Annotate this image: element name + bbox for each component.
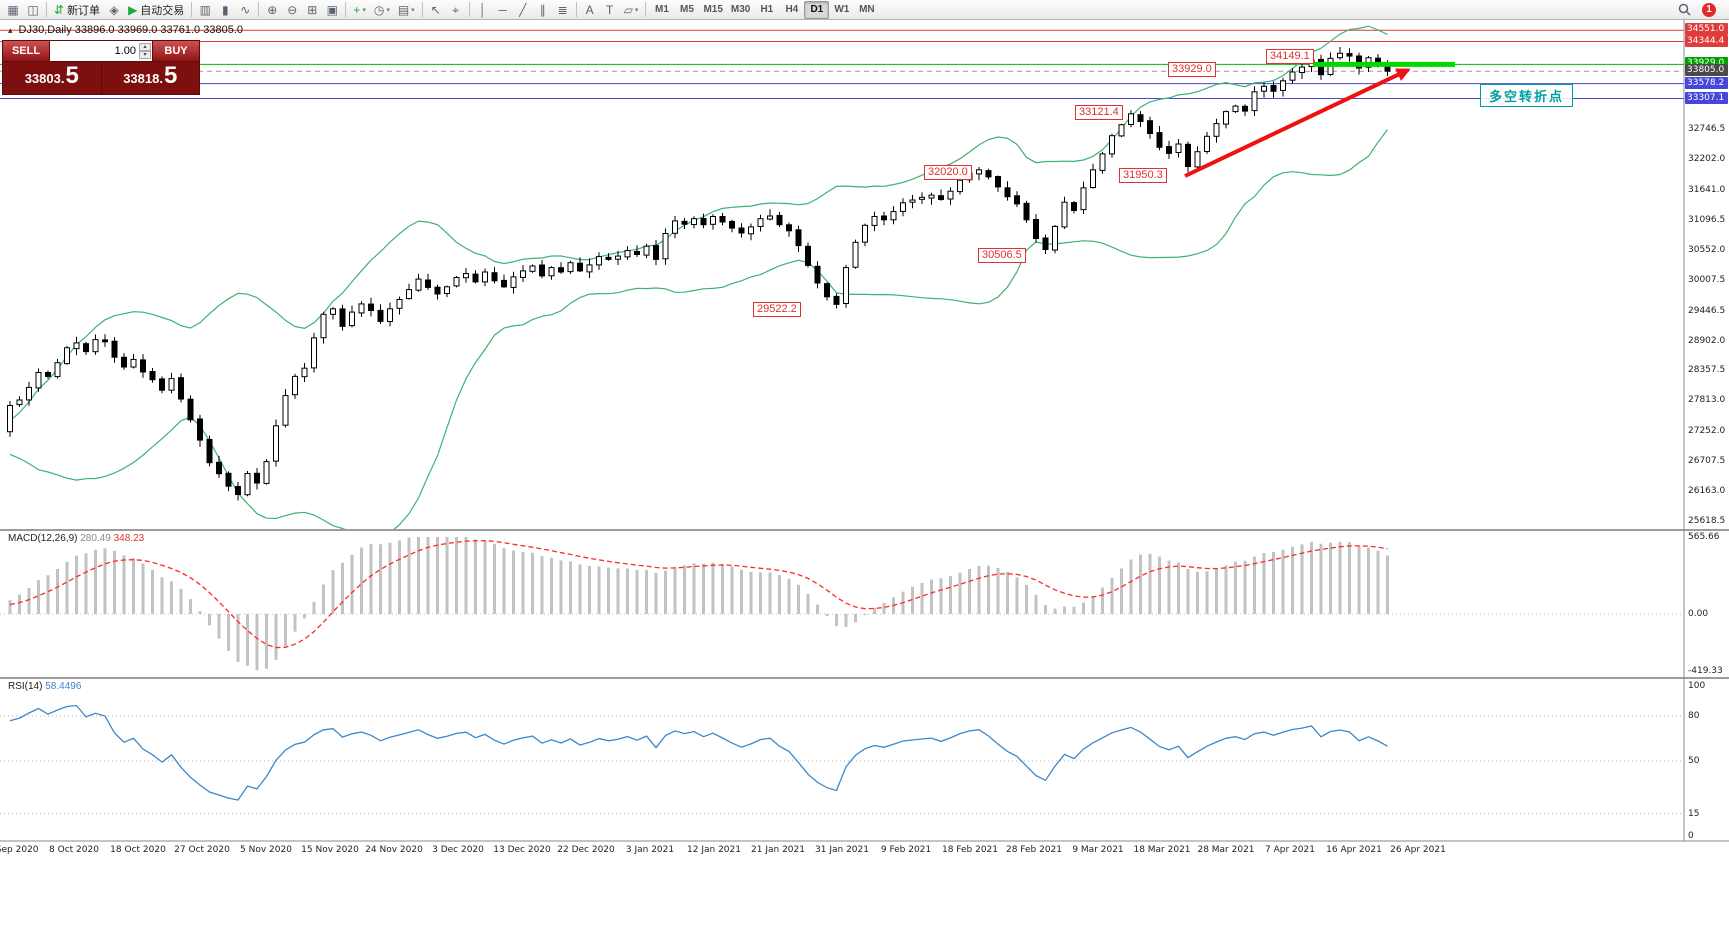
search-icon[interactable] bbox=[1674, 1, 1695, 19]
fibonacci-icon[interactable]: ≣ bbox=[557, 2, 568, 17]
expert-advisors-icon[interactable]: ◈ bbox=[109, 2, 119, 17]
rsi-value: 58.4496 bbox=[45, 681, 82, 692]
auto-trading-button[interactable]: ▶ 自动交易 bbox=[128, 2, 185, 17]
candlestick-chart-icon[interactable]: ▮ bbox=[221, 2, 229, 17]
volume-input[interactable]: 1.00 ▴ ▾ bbox=[49, 41, 153, 61]
macd-signal-value: 348.23 bbox=[113, 533, 145, 544]
zoom-out-icon[interactable]: ⊖ bbox=[287, 2, 298, 17]
cursor-icon[interactable]: ↖ bbox=[430, 2, 441, 17]
macd-value: 280.49 bbox=[80, 533, 111, 544]
buy-price-main: 33818. bbox=[123, 71, 163, 86]
panel-collapse-icon[interactable]: ▴ bbox=[8, 25, 13, 35]
volume-up-icon[interactable]: ▴ bbox=[139, 43, 151, 51]
text-icon[interactable]: A bbox=[585, 2, 594, 17]
macd-name: MACD(12,26,9) bbox=[8, 533, 78, 544]
rsi-indicator-label: RSI(14) 58.4496 bbox=[8, 681, 81, 692]
horizontal-line-icon[interactable]: ─ bbox=[498, 2, 507, 17]
timeframe-w1[interactable]: W1 bbox=[834, 4, 850, 15]
one-click-trading-panel: SELL 1.00 ▴ ▾ BUY 33803. 5 33818. 5 bbox=[2, 40, 200, 95]
sell-price-fraction: 5 bbox=[65, 62, 79, 89]
line-chart-icon[interactable]: ∿ bbox=[240, 2, 251, 17]
chart-title-text: DJ30,Daily 33896.0 33969.0 33761.0 33805… bbox=[18, 24, 243, 36]
buy-price[interactable]: 33818. 5 bbox=[100, 62, 200, 94]
shapes-icon[interactable]: ▱ ▾ bbox=[623, 2, 639, 17]
sell-price[interactable]: 33803. 5 bbox=[3, 62, 101, 94]
toolbar: ▦ ◫ ⇵ 新订单 ◈ ▶ 自动交易 ▥ ▮ ∿ ⊕ ⊖ ⊞ ▣ + ▾ ◷ ▾ ▤ ▾ ↖ ⌖ │ ─ ╱ ∥ ≣ A T ▱ ▾ M1 M5… bbox=[0, 0, 1729, 20]
templates-icon[interactable]: ▤ ▾ bbox=[397, 2, 415, 17]
zoom-in-icon[interactable]: ⊕ bbox=[267, 2, 278, 17]
auto-arrange-icon[interactable]: ▣ bbox=[326, 2, 338, 17]
profiles-icon[interactable]: ◫ bbox=[27, 2, 39, 17]
buy-button[interactable]: BUY bbox=[153, 41, 199, 61]
timeframe-m5[interactable]: M5 bbox=[679, 4, 694, 15]
timeframe-mn[interactable]: MN bbox=[859, 4, 875, 15]
turning-point-annotation[interactable]: 多空转折点 bbox=[1480, 84, 1574, 107]
sell-button[interactable]: SELL bbox=[3, 41, 49, 61]
price-callout-label[interactable]: 32020.0 bbox=[924, 165, 972, 180]
tile-windows-icon[interactable]: ⊞ bbox=[307, 2, 318, 17]
timeframe-d1[interactable]: D1 bbox=[804, 0, 830, 19]
channel-icon[interactable]: ∥ bbox=[539, 2, 546, 17]
trendline-icon[interactable]: ╱ bbox=[519, 2, 527, 17]
bar-chart-icon[interactable]: ▥ bbox=[199, 2, 211, 17]
add-indicator-icon[interactable]: + ▾ bbox=[353, 2, 366, 17]
toolbar-right: 1 bbox=[1674, 1, 1726, 19]
periods-icon[interactable]: ◷ ▾ bbox=[373, 2, 390, 17]
volume-value: 1.00 bbox=[114, 45, 136, 57]
crosshair-icon[interactable]: ⌖ bbox=[452, 2, 460, 17]
macd-indicator-label: MACD(12,26,9) 280.49 348.23 bbox=[8, 533, 144, 544]
price-callout-label[interactable]: 30506.5 bbox=[978, 248, 1026, 263]
timeframe-m1[interactable]: M1 bbox=[654, 4, 669, 15]
timeframe-m15[interactable]: M15 bbox=[703, 4, 723, 15]
notification-badge[interactable]: 1 bbox=[1702, 2, 1716, 17]
buy-price-fraction: 5 bbox=[163, 62, 178, 89]
price-callout-label[interactable]: 31950.3 bbox=[1119, 168, 1167, 183]
timeframe-h4[interactable]: H4 bbox=[785, 4, 799, 15]
price-callout-label[interactable]: 33929.0 bbox=[1168, 62, 1216, 77]
vertical-line-icon[interactable]: │ bbox=[478, 2, 487, 17]
text-label-icon[interactable]: T bbox=[606, 2, 614, 17]
sell-price-main: 33803. bbox=[24, 71, 65, 86]
volume-down-icon[interactable]: ▾ bbox=[139, 51, 151, 59]
price-callout-label[interactable]: 29522.2 bbox=[753, 302, 801, 317]
new-chart-icon[interactable]: ▦ bbox=[7, 2, 19, 17]
price-callout-label[interactable]: 33121.4 bbox=[1075, 105, 1123, 120]
price-callout-label[interactable]: 34149.1 bbox=[1266, 49, 1314, 64]
toolbar-groups: ▦ ◫ ⇵ 新订单 ◈ ▶ 自动交易 ▥ ▮ ∿ ⊕ ⊖ ⊞ ▣ + ▾ ◷ ▾ ▤ ▾ ↖ ⌖ │ ─ ╱ ∥ ≣ A T ▱ ▾ M1 M5… bbox=[3, 0, 879, 19]
chart-title: ▴ DJ30,Daily 33896.0 33969.0 33761.0 3380… bbox=[8, 24, 243, 36]
new-order-button[interactable]: ⇵ 新订单 bbox=[54, 2, 101, 17]
timeframe-h1[interactable]: H1 bbox=[760, 4, 774, 15]
rsi-name: RSI(14) bbox=[8, 681, 43, 692]
timeframe-m30[interactable]: M30 bbox=[730, 4, 751, 15]
